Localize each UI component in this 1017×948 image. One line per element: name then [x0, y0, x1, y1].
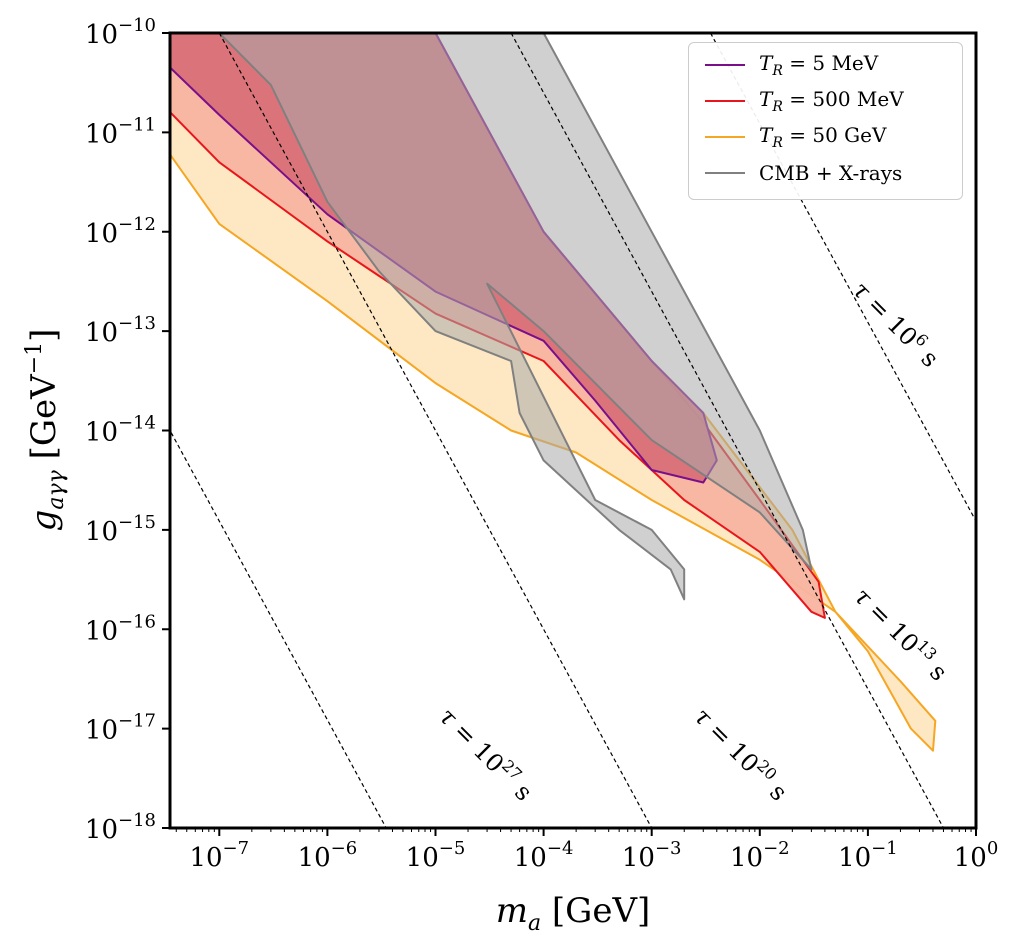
- x-axis: 10−7 10−6 10−5 10−4 10−3 10−2 10−1 100: [175, 828, 999, 873]
- legend: TR = 5 MeV TR = 500 MeV TR = 50 GeV CMB + X…: [688, 42, 963, 200]
- lifetime-line: [218, 33, 653, 828]
- y-axis-label: gaγγ [GeV−1]: [22, 329, 69, 532]
- x-tick-label: 10−2: [730, 838, 790, 873]
- legend-swatch: [705, 64, 745, 66]
- y-tick-label: 10−10: [85, 15, 156, 50]
- y-tick-label: 10−16: [85, 611, 156, 646]
- lifetime-label: τ = 1013 s: [849, 580, 955, 686]
- exclusion-regions: [170, 33, 937, 752]
- legend-label: TR = 50 GeV: [759, 123, 887, 151]
- legend-label: CMB + X-rays: [759, 161, 903, 185]
- x-tick-label: 100: [954, 838, 999, 873]
- x-axis-label: ma [GeV]: [496, 891, 651, 936]
- x-tick-label: 10−4: [514, 838, 574, 873]
- legend-item: TR = 5 MeV: [705, 50, 878, 80]
- legend-swatch: [705, 100, 745, 102]
- y-axis: 10−10 10−11 10−12 10−13 10−14 10−15 10−16 10−17…: [85, 15, 170, 845]
- region-cmb-x-rays: [218, 33, 813, 601]
- lifetime-line: [510, 33, 945, 828]
- lifetime-label: τ = 1020 s: [689, 700, 795, 806]
- x-tick-label: 10−6: [298, 838, 358, 873]
- y-tick-label: 10−18: [85, 810, 156, 845]
- legend-label: TR = 5 MeV: [759, 51, 879, 79]
- x-tick-label: 10−1: [838, 838, 898, 873]
- legend-item: TR = 500 MeV: [705, 86, 904, 116]
- y-tick-label: 10−12: [85, 214, 156, 249]
- x-tick-label: 10−5: [406, 838, 466, 873]
- legend-swatch: [705, 136, 745, 138]
- legend-swatch: [705, 172, 745, 174]
- x-tick-label: 10−3: [622, 838, 682, 873]
- legend-item: TR = 50 GeV: [705, 122, 886, 152]
- y-tick-label: 10−13: [85, 313, 156, 348]
- y-tick-label: 10−11: [85, 114, 156, 149]
- legend-label: TR = 500 MeV: [759, 87, 904, 115]
- y-tick-label: 10−14: [85, 413, 156, 448]
- lifetime-label: τ = 1027 s: [434, 700, 540, 806]
- legend-item: CMB + X-rays: [705, 158, 902, 188]
- x-tick-label: 10−7: [189, 838, 249, 873]
- y-tick-label: 10−17: [85, 711, 156, 746]
- lifetime-label: τ = 106 s: [847, 274, 946, 373]
- y-tick-label: 10−15: [85, 512, 156, 547]
